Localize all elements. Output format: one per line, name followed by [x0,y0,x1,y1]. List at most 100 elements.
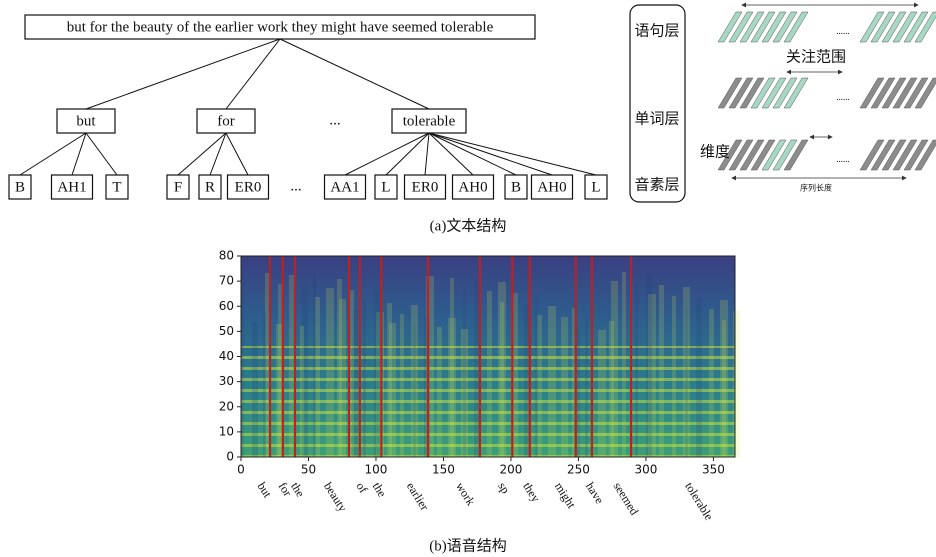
slab [739,11,765,43]
level-label: 音素层 [634,176,679,193]
y-tick-label: 50 [219,324,234,338]
phoneme-box [451,174,495,200]
texture [374,292,380,457]
text-tree: but for the beauty of the earlier work t… [8,14,608,200]
slab [870,11,896,43]
texture [278,284,282,457]
texture [574,328,580,457]
span-label: 关注范围 [786,48,846,65]
word-box [56,108,116,134]
word-label: for [276,480,295,499]
phoneme-label: B [15,179,25,195]
slab [717,11,743,43]
edge [85,132,118,176]
slab [870,139,896,171]
texture [448,318,456,457]
texture [339,299,346,457]
word-label: beauty [321,480,350,515]
edge [424,132,430,176]
word-label: the [288,480,308,500]
texture [524,304,530,457]
phoneme-label: AH1 [57,179,86,195]
x-tick-label: 200 [499,463,522,477]
phoneme-label: L [591,179,600,195]
texture [389,323,396,457]
texture [646,274,652,457]
y-tick-label: 80 [219,249,234,263]
word-label: tolerable [403,113,456,129]
dim-label: 维度 [700,143,730,160]
texture [276,324,284,457]
root-label: but for the beauty of the earlier work t… [67,19,494,35]
texture [326,288,334,457]
x-tick-label: 300 [634,463,657,477]
level-label: 单词层 [634,110,679,127]
x-tick-label: 250 [567,463,590,477]
x-tick-label: 50 [301,463,316,477]
edge [428,132,553,176]
phoneme-box [403,174,447,200]
texture [437,327,442,457]
texture [683,287,690,457]
phoneme-box [166,174,190,200]
slab [892,139,918,171]
harmonics [241,346,735,457]
texture [400,314,404,457]
edge [85,38,281,110]
level-label: 语句层 [634,22,679,39]
texture [548,306,556,457]
texture [609,321,614,457]
texture [352,310,358,457]
texture [709,309,714,457]
ellipsis: ... [329,112,340,128]
y-tick-label: 10 [219,424,234,438]
word-label: for [217,113,235,129]
x-tick-label: 350 [702,463,725,477]
slab [892,77,918,109]
edge [225,38,281,110]
phoneme-box [226,174,270,200]
spectrogram: 0 10 20 30 40 50 60 70 80 0 50 100 150 200 250 300 350 bu… [219,249,740,523]
length-label: 序列长度 [800,183,832,193]
texture [252,322,258,457]
slab [739,77,765,109]
word-label: but [255,480,275,501]
word-label: but [76,113,96,129]
y-tick-label: 30 [219,374,234,388]
texture [265,273,270,457]
slab [881,77,907,109]
slab [728,11,754,43]
texture [450,278,454,457]
slab [859,139,885,171]
texture [733,311,740,457]
slab [761,77,787,109]
texture [363,301,366,457]
word-box [196,108,256,134]
texture [315,297,320,457]
phoneme-label: R [205,179,215,195]
word-label: might [552,480,579,512]
texture [426,276,434,457]
texture [263,313,266,457]
texture [387,303,392,457]
texture [561,317,568,457]
word-box [391,108,467,134]
slab [772,139,798,171]
texture [474,280,480,457]
caption: (a)文本结构 [430,217,507,234]
slab [892,11,918,43]
y-tick-label: 20 [219,399,234,413]
texture [535,295,538,457]
texture [337,279,342,457]
texture [685,307,688,457]
x-tick-label: 100 [365,463,388,477]
edge [344,132,430,176]
phoneme-box [105,174,129,200]
texture [487,291,492,457]
texture [461,329,468,457]
x-tick-label: 0 [237,463,245,477]
texture [300,326,304,457]
texture [537,315,542,457]
slab [914,77,936,109]
